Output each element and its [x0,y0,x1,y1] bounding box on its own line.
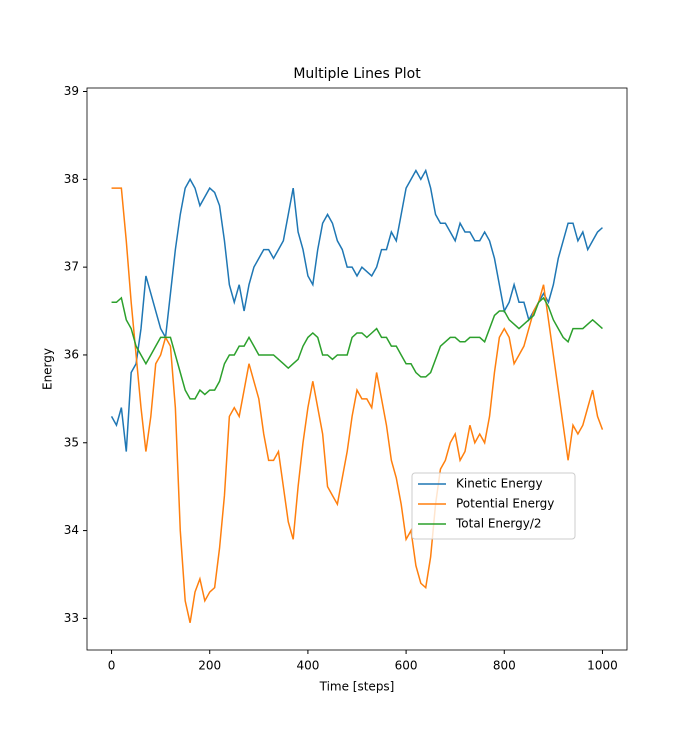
y-tick-label: 37 [64,260,79,274]
legend-label: Kinetic Energy [456,477,543,491]
plot-frame [86,87,628,651]
x-tick-label: 400 [296,659,319,673]
legend-label: Potential Energy [456,497,554,511]
y-tick-label: 38 [64,172,79,186]
x-tick-label: 600 [395,659,418,673]
x-tick-label: 200 [198,659,221,673]
y-tick-label: 35 [64,435,79,449]
y-tick-label: 33 [64,611,79,625]
x-axis-label: Time [steps] [319,680,395,694]
legend: Kinetic Energy Potential Energy Total Ener… [411,472,576,540]
y-tick-label: 34 [64,523,79,537]
x-tick-label: 1000 [587,659,618,673]
legend-label: Total Energy/2 [455,517,542,531]
series-line [110,168,603,452]
y-axis-label: Energy [41,348,55,390]
series-line [111,187,604,623]
y-tick-label: 39 [64,84,79,98]
y-tick-label: 36 [64,347,79,361]
chart-title: Multiple Lines Plot [293,66,421,82]
series-line [111,296,603,400]
legend-box [411,472,576,540]
x-tick-label: 800 [493,659,516,673]
x-tick-label: 0 [108,659,116,673]
